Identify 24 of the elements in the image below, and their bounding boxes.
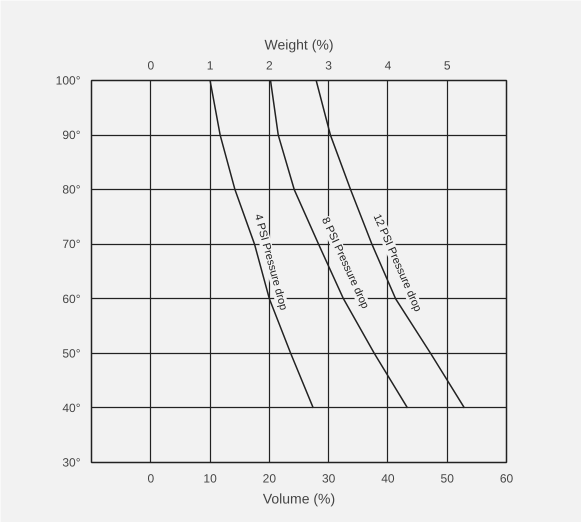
x2-tick-label: 0 [147,58,154,72]
x2-tick-label: 1 [206,58,214,72]
x2-axis-title: Weight (%) [264,36,334,52]
y-tick-label: 60° [62,292,81,306]
y-tick-label: 90° [62,128,81,142]
x2-tick-label: 5 [444,58,451,72]
y-tick-label: 80° [62,182,81,197]
x-tick-label: 0 [147,472,154,486]
y-tick-label: 100° [56,74,81,88]
x-tick-label: 20 [262,472,276,486]
y-tick-label: 30° [62,456,81,470]
x-tick-label: 30 [322,472,336,486]
x-tick-label: 10 [203,472,218,486]
y-tick-label: 70° [62,237,81,252]
text: 4 PSI Pressure drop [252,212,290,312]
x2-tick-label: 3 [325,58,332,72]
x2-tick-label: 2 [266,58,274,72]
x-axis-title: Volume (%) [262,490,336,506]
y-tick-label: 40° [62,400,81,415]
x-tick-label: 50 [440,472,454,486]
y-tick-label: 50° [62,346,81,360]
x2-tick-label: 4 [384,58,392,72]
x-tick-label: 40 [381,472,395,486]
x-tick-label: 60 [500,472,514,486]
